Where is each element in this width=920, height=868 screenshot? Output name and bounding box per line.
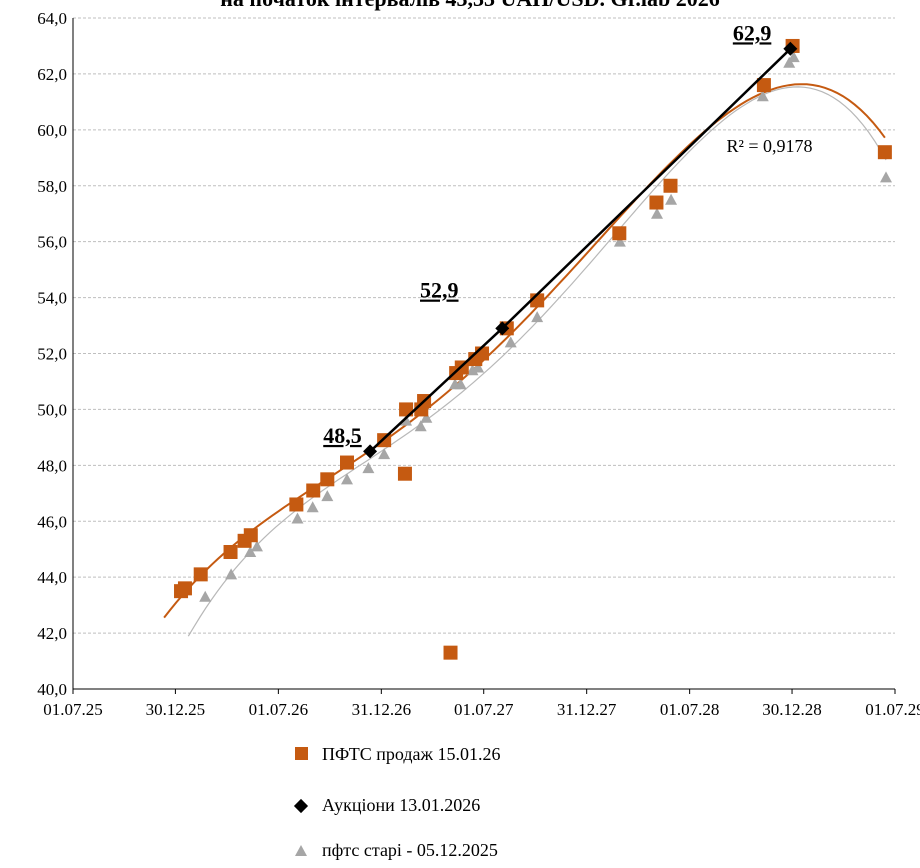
point-pfts-new <box>340 455 354 470</box>
point-pfts-old <box>613 235 626 247</box>
trendline-pfts-old <box>187 86 887 637</box>
point-pfts-new <box>289 497 304 512</box>
point-pfts-new <box>320 472 335 487</box>
point-pfts-old <box>225 568 238 580</box>
point-pfts-old <box>420 411 433 423</box>
point-pfts-old <box>454 378 467 390</box>
annotation-value: 48,5 <box>323 423 362 448</box>
triangle-marker-icon <box>295 845 307 856</box>
point-pfts-old <box>199 590 212 602</box>
point-pfts-old <box>879 171 892 183</box>
legend-item-pfts-new: ПФТС продаж 15.01.26 <box>290 744 500 765</box>
point-pfts-old <box>400 414 413 426</box>
point-pfts-old <box>783 56 796 68</box>
point-pfts-new <box>443 645 458 660</box>
point-pfts-old <box>291 512 304 524</box>
diamond-marker-icon <box>293 798 309 814</box>
x-tick-label: 30.12.25 <box>146 700 206 719</box>
legend-item-auctions: Аукціони 13.01.2026 <box>290 795 480 816</box>
point-pfts-new <box>663 178 678 193</box>
legend-item-pfts-old: пфтс старі - 05.12.2025 <box>290 840 498 861</box>
point-pfts-old <box>341 473 353 485</box>
point-pfts-new <box>756 78 771 93</box>
y-tick-label: 42,0 <box>37 624 67 643</box>
point-auction <box>783 41 798 56</box>
legend-label-pfts-new: ПФТС продаж 15.01.26 <box>322 744 501 764</box>
point-pfts-old <box>504 336 517 348</box>
point-pfts-old <box>414 420 427 432</box>
point-pfts-new <box>177 581 192 596</box>
annotation-value: 52,9 <box>420 278 459 303</box>
x-tick-label: 01.07.28 <box>660 700 720 719</box>
point-pfts-old <box>244 546 257 558</box>
point-pfts-old <box>306 501 319 513</box>
y-tick-label: 64,0 <box>37 9 67 28</box>
point-pfts-new <box>193 567 208 582</box>
x-tick-label: 01.07.26 <box>249 700 309 719</box>
point-auction <box>495 321 510 336</box>
y-tick-label: 46,0 <box>37 512 67 531</box>
x-tick-label: 01.07.27 <box>454 700 514 719</box>
legend-label-pfts-old: пфтс старі - 05.12.2025 <box>322 840 498 860</box>
x-tick-label: 30.12.28 <box>762 700 822 719</box>
point-pfts-old <box>756 90 769 102</box>
point-pfts-new <box>306 483 321 498</box>
y-tick-label: 44,0 <box>37 568 67 587</box>
y-tick-label: 58,0 <box>37 177 67 196</box>
x-tick-label: 01.07.25 <box>43 700 103 719</box>
x-tick-label: 31.12.26 <box>352 700 412 719</box>
point-pfts-old <box>466 364 479 376</box>
square-marker-icon <box>294 747 308 760</box>
point-pfts-old <box>250 540 263 552</box>
point-pfts-new <box>612 226 627 241</box>
point-pfts-old <box>531 311 544 323</box>
trendline-pfts-new <box>163 83 886 619</box>
point-pfts-new <box>877 145 892 160</box>
y-tick-label: 54,0 <box>37 289 67 308</box>
point-pfts-old <box>321 490 334 502</box>
chart-title: на початок інтервалів 43,33 UAH/USD. Gr.… <box>220 0 720 11</box>
point-pfts-old <box>651 207 664 219</box>
trendline-auctions <box>369 47 792 453</box>
y-tick-label: 48,0 <box>37 456 67 475</box>
r-squared-label: R² = 0,9178 <box>727 136 813 156</box>
point-pfts-old <box>362 462 375 474</box>
x-tick-label: 01.07.29 <box>865 700 920 719</box>
point-pfts-old <box>378 448 391 460</box>
y-tick-label: 56,0 <box>37 233 67 252</box>
point-pfts-old <box>787 51 800 63</box>
point-pfts-new <box>243 528 258 543</box>
y-tick-label: 40,0 <box>37 680 67 699</box>
point-pfts-new <box>399 402 414 417</box>
y-tick-label: 60,0 <box>37 121 67 140</box>
point-pfts-old <box>665 193 678 205</box>
y-tick-label: 52,0 <box>37 345 67 364</box>
y-tick-label: 50,0 <box>37 400 67 419</box>
x-tick-label: 31.12.27 <box>557 700 617 719</box>
y-tick-label: 62,0 <box>37 65 67 84</box>
point-pfts-new <box>397 466 412 481</box>
point-auction <box>363 444 378 459</box>
point-pfts-old <box>472 361 485 373</box>
legend-label-auctions: Аукціони 13.01.2026 <box>322 795 481 815</box>
annotation-value: 62,9 <box>733 20 772 45</box>
point-pfts-new <box>649 195 664 210</box>
point-pfts-new <box>223 545 238 560</box>
